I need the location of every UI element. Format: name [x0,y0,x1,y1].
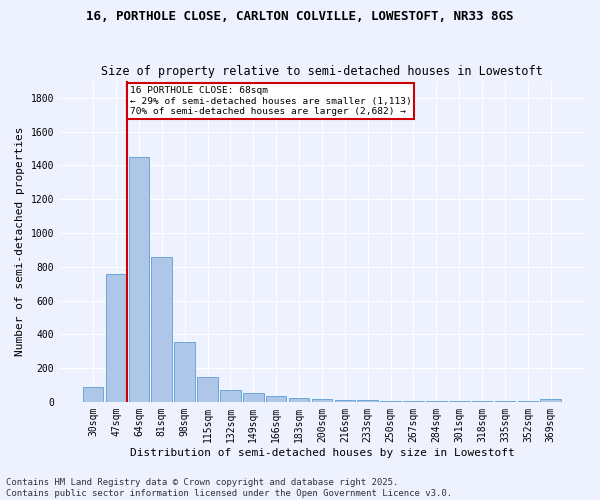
Text: 16 PORTHOLE CLOSE: 68sqm
← 29% of semi-detached houses are smaller (1,113)
70% o: 16 PORTHOLE CLOSE: 68sqm ← 29% of semi-d… [130,86,412,116]
Y-axis label: Number of semi-detached properties: Number of semi-detached properties [15,126,25,356]
Bar [243,394,263,402]
X-axis label: Distribution of semi-detached houses by size in Lowestoft: Distribution of semi-detached houses by … [130,448,514,458]
Bar [358,400,378,402]
Bar [311,399,332,402]
Text: Contains HM Land Registry data © Crown copyright and database right 2025.
Contai: Contains HM Land Registry data © Crown c… [6,478,452,498]
Bar [426,401,446,402]
Bar [83,386,103,402]
Bar [266,396,286,402]
Title: Size of property relative to semi-detached houses in Lowestoft: Size of property relative to semi-detach… [101,66,543,78]
Bar [449,401,470,402]
Bar [175,342,195,402]
Bar [220,390,241,402]
Bar [541,400,561,402]
Bar [335,400,355,402]
Bar [151,256,172,402]
Bar [403,401,424,402]
Bar [128,157,149,402]
Bar [197,376,218,402]
Bar [289,398,310,402]
Text: 16, PORTHOLE CLOSE, CARLTON COLVILLE, LOWESTOFT, NR33 8GS: 16, PORTHOLE CLOSE, CARLTON COLVILLE, LO… [86,10,514,23]
Bar [380,401,401,402]
Bar [106,274,127,402]
